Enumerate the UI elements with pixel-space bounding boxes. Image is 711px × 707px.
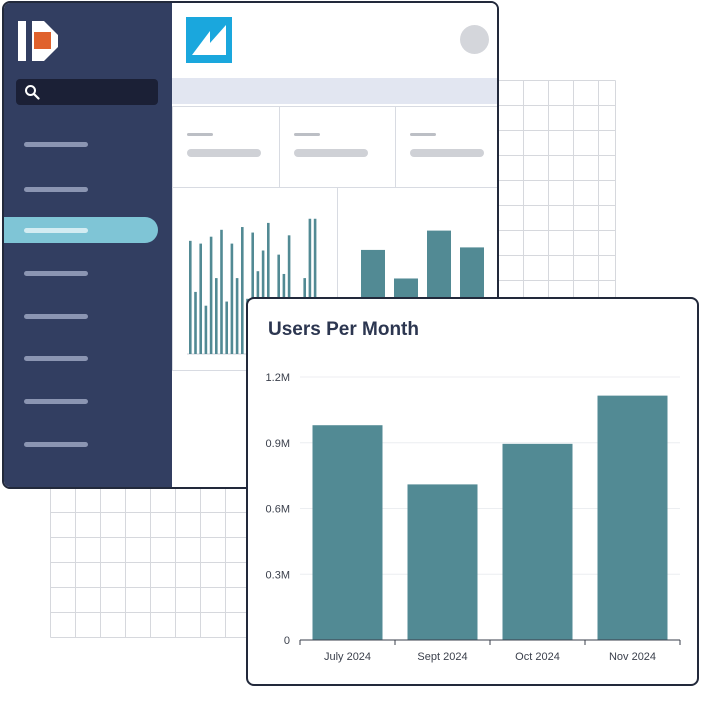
spark-bar [235,278,239,354]
spark-bar [220,229,223,354]
sidebar-item[interactable] [4,260,172,286]
spark-bar [287,235,291,354]
search-input[interactable] [16,79,158,105]
sidebar-item[interactable] [4,176,172,202]
avatar[interactable] [460,25,489,54]
spark-bar [209,236,213,354]
bar [502,443,573,640]
chart-title: Users Per Month [268,319,419,340]
bar [407,484,478,640]
spark-bar [267,222,270,354]
sidebar-item[interactable] [4,431,172,457]
y-tick-label: 0.3M [266,569,290,581]
spark-bar [225,301,228,354]
spark-bar [215,278,218,354]
sidebar-item[interactable] [4,303,172,329]
sidebar-item[interactable] [4,131,172,157]
brand-icon [186,17,232,63]
brand-glyph-icon [192,25,226,55]
users-bar-chart: 0 0.3M 0.6M 0.9M 1.2M July 2024 Sept 2024 Oct 2… [266,372,681,663]
stat-card [279,106,396,188]
y-tick-label: 0.9M [266,438,290,450]
column-bar [427,230,451,302]
sidebar-item[interactable] [4,345,172,371]
sidebar-item-active[interactable] [4,217,158,243]
sidebar-item[interactable] [4,388,172,414]
y-tick-label: 0.6M [266,504,290,516]
mini-column-chart [361,230,484,302]
background-grid-left [50,488,250,638]
column-bar [361,249,385,302]
app-logo-icon [18,21,58,61]
spark-bar [194,291,197,354]
background-grid-right [498,80,616,302]
spark-bar [313,218,317,354]
column-bar [394,278,418,302]
x-tick-label: Sept 2024 [417,651,467,663]
spark-bar [204,305,208,354]
spark-bar [251,232,254,354]
toolbar-strip [172,78,497,104]
search-icon [25,85,40,100]
spark-bar [189,240,192,354]
y-tick-label: 0 [284,635,290,647]
bar [312,425,383,640]
x-tick-label: Nov 2024 [609,651,656,663]
spark-bar [199,243,202,354]
sidebar [4,3,172,487]
users-per-month-card: Users Per Month 0 0.3M 0.6M 0.9M 1.2M July 20… [246,297,699,686]
y-tick-label: 1.2M [266,372,290,384]
x-tick-label: July 2024 [324,651,371,663]
stat-card [395,106,497,188]
spark-bar [308,218,312,354]
x-tick-label: Oct 2024 [515,651,560,663]
spark-bar [230,243,234,354]
spark-bar [241,227,244,354]
column-bar [460,247,484,302]
bar [597,395,668,640]
stat-card [172,106,280,188]
